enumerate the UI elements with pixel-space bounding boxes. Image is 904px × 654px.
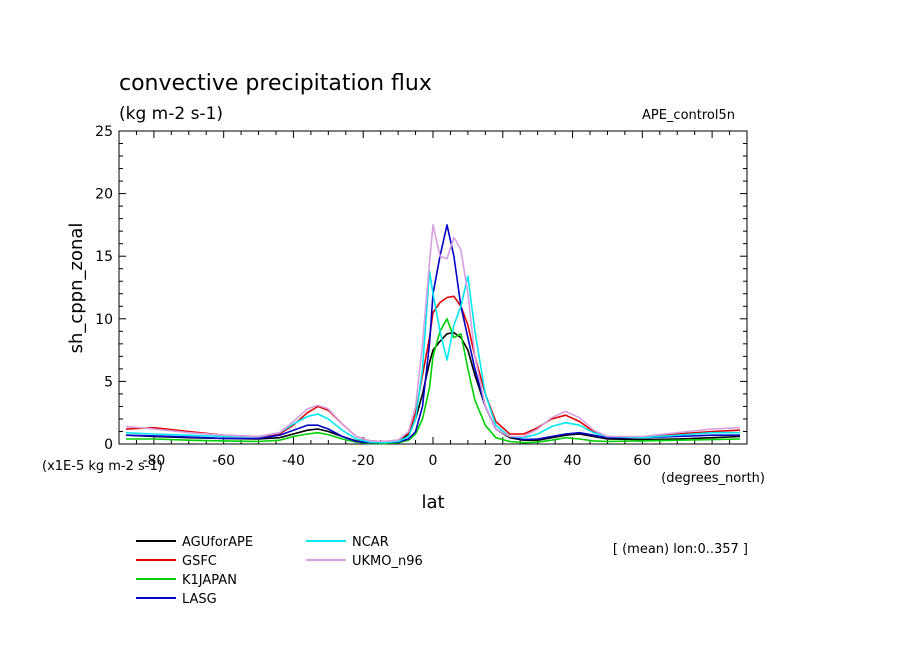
x-tick-label: -80 (142, 453, 165, 469)
x-tick-label: -40 (282, 453, 305, 469)
legend-label: NCAR (352, 535, 389, 550)
x-tick-label: 20 (494, 453, 512, 469)
y-tick-label: 25 (95, 124, 113, 140)
y-tick-label: 10 (95, 312, 113, 328)
series-line-lasg (125, 224, 740, 444)
y-scale-note: (x1E-5 kg m-2 s-1) (42, 459, 163, 474)
x-tick-label: -20 (352, 453, 375, 469)
x-axis-label: lat (421, 492, 444, 513)
legend-label: AGUforAPE (182, 535, 253, 550)
x-tick-label: -60 (212, 453, 235, 469)
series-line-gsfc (125, 295, 741, 443)
legend-label: LASG (182, 592, 217, 607)
y-axis-label: sh_cppn_zonal (66, 223, 87, 354)
series-line-aguforape (125, 331, 741, 444)
x-unit-label: (degrees_north) (661, 471, 765, 486)
mean-note: [ (mean) lon:0..357 ] (613, 542, 748, 557)
y-tick-label: 0 (104, 437, 113, 453)
run-label: APE_control5n (642, 108, 735, 123)
series-group (125, 224, 741, 445)
axis-ticks: -80 -60 -40 -20 0 20 40 60 80 0 5 10 15 20 25 (95, 124, 748, 469)
x-tick-label: 80 (703, 453, 721, 469)
y-tick-label: 5 (104, 374, 113, 390)
x-tick-label: 40 (564, 453, 582, 469)
series-line-ncar (125, 270, 740, 444)
legend: AGUforAPE GSFC K1JAPAN LASG NCAR UKMO_n96 (136, 535, 423, 607)
chart-title: convective precipitation flux (119, 71, 432, 96)
x-tick-label: 0 (429, 453, 438, 469)
y-tick-label: 15 (95, 249, 113, 265)
x-tick-label: 60 (633, 453, 651, 469)
legend-label: GSFC (182, 554, 217, 569)
series-line-ukmo_n96 (125, 224, 741, 443)
y-tick-label: 20 (95, 187, 113, 203)
plot-frame (118, 130, 748, 445)
legend-label: UKMO_n96 (352, 554, 423, 569)
series-line-k1japan (126, 317, 741, 445)
legend-label: K1JAPAN (182, 573, 237, 588)
chart-units: (kg m-2 s-1) (119, 104, 223, 124)
